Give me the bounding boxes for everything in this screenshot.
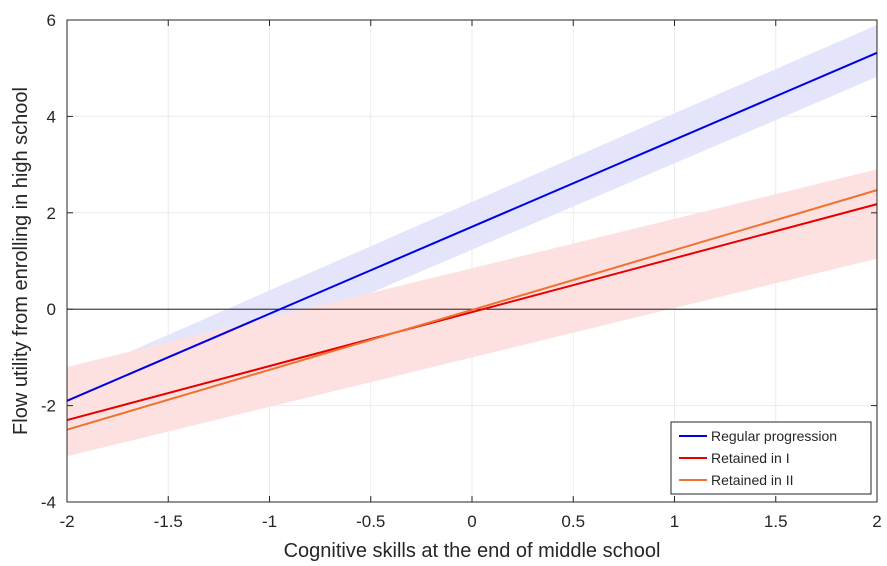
legend-label-1: Retained in I (711, 450, 790, 466)
x-tick-label: 0.5 (561, 512, 585, 531)
series-line-1 (66, 203, 878, 422)
legend-label-2: Retained in II (711, 472, 794, 488)
x-tick-label: 1 (670, 512, 679, 531)
y-tick-label: 0 (47, 300, 56, 319)
x-tick-label: 0 (467, 512, 476, 531)
y-tick-label: 6 (47, 11, 56, 30)
y-axis-title: Flow utility from enrolling in high scho… (10, 87, 32, 435)
x-axis-title: Cognitive skills at the end of middle sc… (284, 540, 661, 562)
series-line-0 (66, 51, 878, 402)
x-tick-label: -1.5 (154, 512, 183, 531)
legend: Regular progression Retained in I Retained… (670, 421, 872, 495)
series-line-2 (66, 189, 878, 431)
x-tick-label: -0.5 (356, 512, 385, 531)
y-tick-label: -4 (41, 493, 56, 512)
y-tick-label: 2 (47, 204, 56, 223)
y-tick-label: 4 (47, 107, 56, 126)
y-axis-ticks: -4 -2 0 2 4 6 (41, 11, 877, 512)
x-tick-label: 1.5 (764, 512, 788, 531)
x-tick-label: -1 (262, 512, 277, 531)
x-axis-ticks: -2 -1.5 -1 -0.5 0 0.5 1 1.5 2 (59, 20, 882, 531)
series-lines (66, 51, 878, 431)
x-tick-label: -2 (59, 512, 74, 531)
legend-label-0: Regular progression (711, 428, 837, 444)
y-tick-label: -2 (41, 397, 56, 416)
x-tick-label: 2 (872, 512, 881, 531)
